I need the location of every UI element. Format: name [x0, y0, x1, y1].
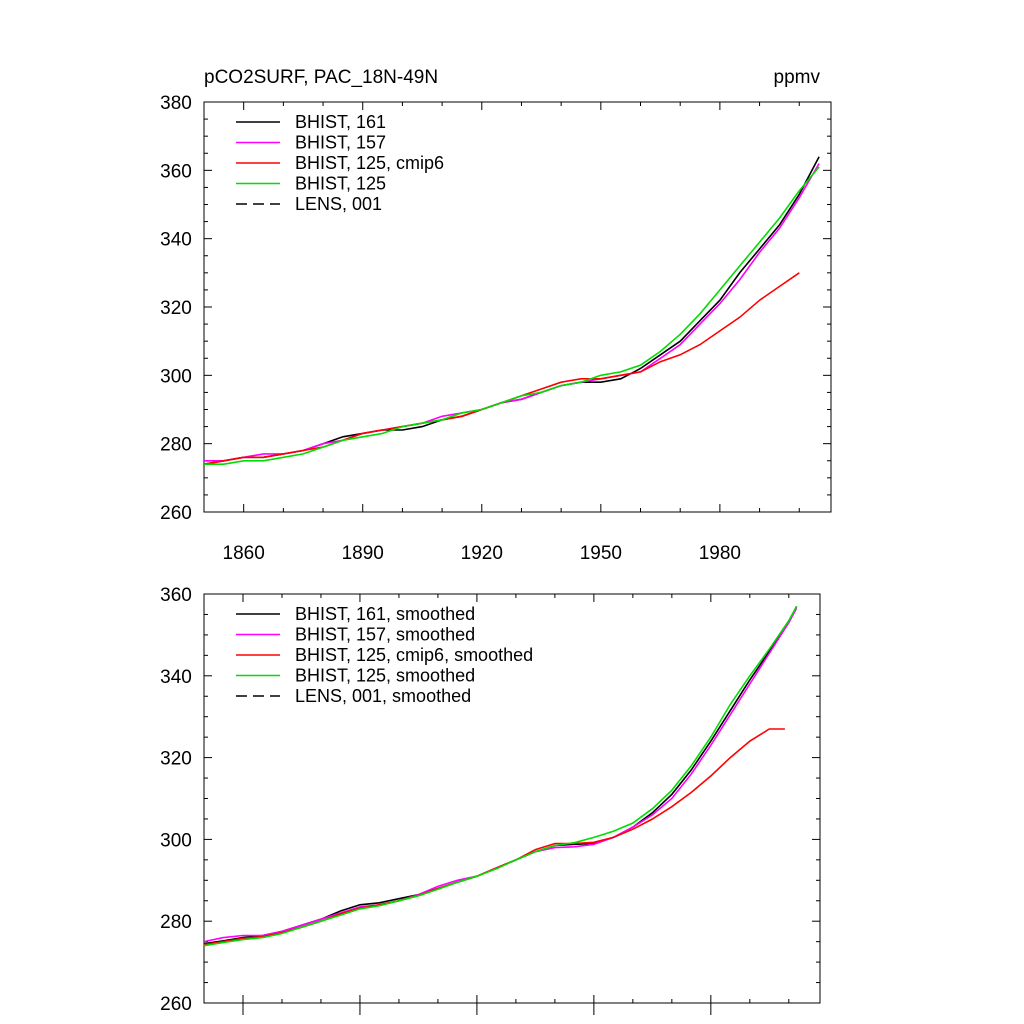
series-line: [203, 605, 798, 947]
legend-label: BHIST, 125, cmip6: [295, 153, 444, 173]
y-tick-label: 360: [160, 585, 192, 606]
legend-label: BHIST, 157: [295, 133, 386, 153]
legend-label: BHIST, 125: [295, 174, 386, 194]
legend-label: BHIST, 157, smoothed: [295, 625, 475, 645]
title-left: pCO2SURF, PAC_18N-49N: [204, 67, 438, 88]
y-tick-label: 380: [160, 93, 192, 114]
legend-label: BHIST, 125, smoothed: [295, 666, 475, 686]
x-tick-label: 1860: [223, 543, 265, 564]
title-right: ppmv: [774, 67, 821, 88]
x-tick-label: 1980: [699, 543, 741, 564]
y-tick-label: 300: [160, 366, 192, 387]
y-tick-label: 360: [160, 161, 192, 182]
y-tick-label: 260: [160, 503, 192, 524]
y-tick-label: 320: [160, 749, 192, 770]
series-line: [204, 166, 820, 466]
y-tick-label: 280: [160, 435, 192, 456]
legend-label: LENS, 001: [295, 194, 382, 214]
y-tick-label: 260: [160, 994, 192, 1015]
legend-label: BHIST, 125, cmip6, smoothed: [295, 645, 533, 665]
legend-label: BHIST, 161: [295, 112, 386, 132]
panel-top: 260 280 300 320 340 360 380 1860 1890 1920 1950 198…: [160, 93, 832, 564]
x-tick-label: 1950: [580, 543, 622, 564]
y-tick-label: 300: [160, 830, 192, 851]
x-tick-label: 1890: [342, 543, 384, 564]
y-tick-label: 320: [160, 298, 192, 319]
y-tick-label: 340: [160, 667, 192, 688]
x-tick-label: 1920: [461, 543, 503, 564]
legend-label: BHIST, 161, smoothed: [295, 604, 475, 624]
legend-label: LENS, 001, smoothed: [295, 686, 471, 706]
y-tick-label: 340: [160, 230, 192, 251]
y-tick-label: 280: [160, 912, 192, 933]
